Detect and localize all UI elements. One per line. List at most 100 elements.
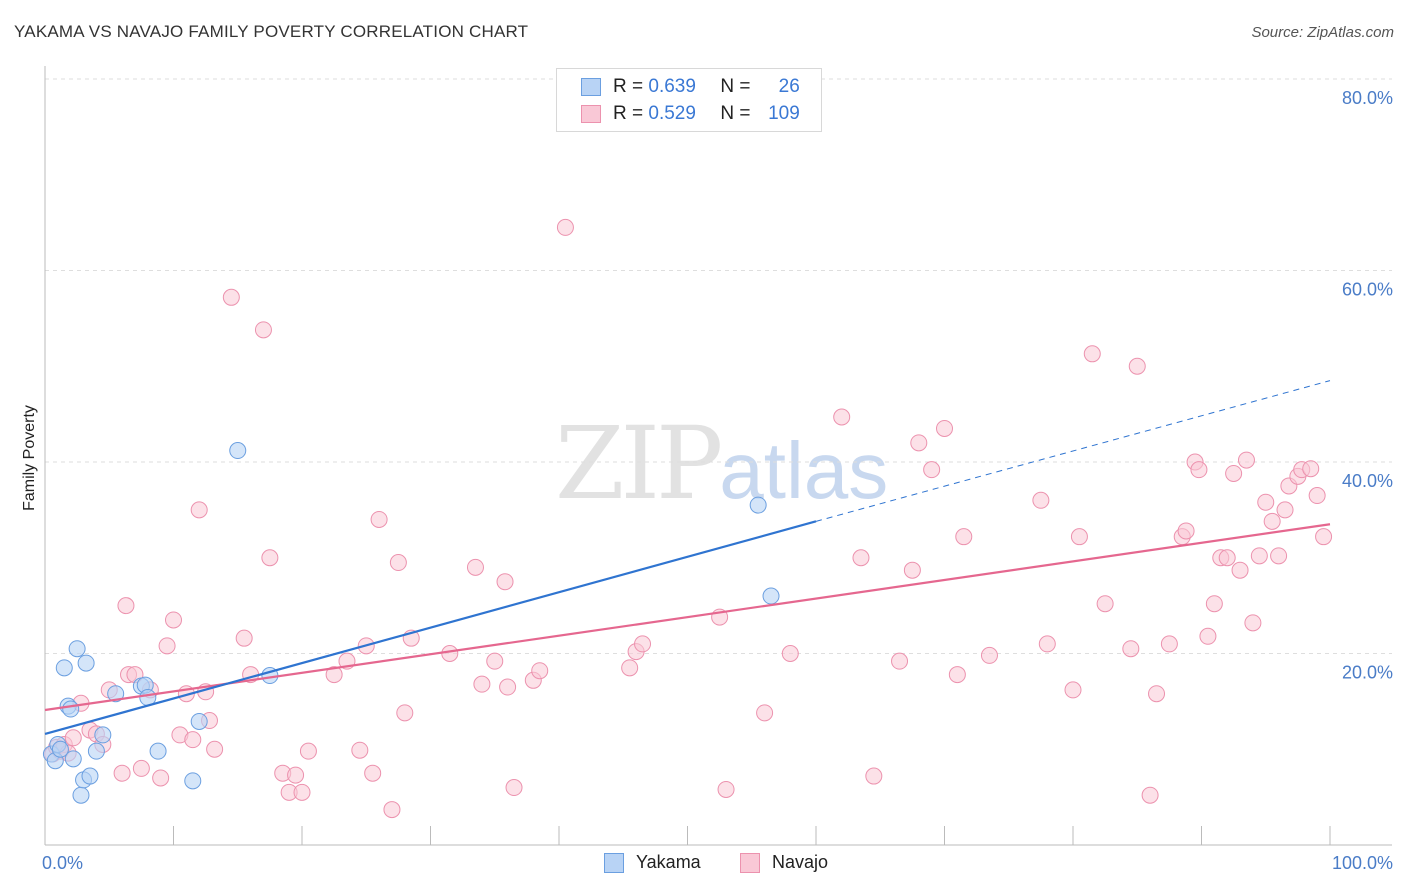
- yakama-point: [762, 587, 780, 605]
- navajo-point: [190, 501, 208, 519]
- navajo-point: [1302, 460, 1320, 478]
- navajo-point: [1225, 464, 1243, 482]
- navajo-point: [473, 675, 491, 693]
- x-tick-label: 0.0%: [42, 853, 83, 873]
- navajo-point: [833, 408, 851, 426]
- navajo-point: [396, 704, 414, 722]
- yakama-point: [77, 654, 95, 672]
- legend-item-yakama[interactable]: Yakama: [604, 852, 701, 873]
- legend-row-navajo: R = 0.529 N = 109: [581, 102, 800, 126]
- x-tick-label: 100.0%: [1332, 853, 1393, 873]
- navajo-point: [287, 766, 305, 784]
- navajo-point: [261, 549, 279, 567]
- navajo-point: [1199, 627, 1217, 645]
- legend-n-value: 109: [768, 103, 800, 124]
- navajo-point: [865, 767, 883, 785]
- navajo-point: [621, 659, 639, 677]
- navajo-point: [293, 783, 311, 801]
- navajo-point: [364, 764, 382, 782]
- navajo-point: [1218, 549, 1236, 567]
- navajo-point: [1270, 547, 1288, 565]
- navajo-point: [222, 288, 240, 306]
- watermark-atlas: atlas: [719, 426, 889, 515]
- navajo-point: [948, 666, 966, 684]
- navajo-point: [1160, 635, 1178, 653]
- navajo-swatch: [581, 105, 601, 123]
- navajo-point: [936, 419, 953, 437]
- yakama-trend-extension: [815, 380, 1331, 522]
- navajo-point: [852, 549, 870, 567]
- navajo-points: [44, 218, 1333, 819]
- navajo-point: [113, 764, 131, 782]
- legend-row-yakama: R = 0.639 N = 26: [581, 75, 800, 99]
- navajo-point: [1190, 461, 1208, 479]
- navajo-point: [499, 678, 517, 696]
- yakama-point: [87, 742, 105, 760]
- yakama-point: [749, 496, 767, 514]
- yakama-point: [55, 659, 73, 677]
- navajo-legend-swatch: [740, 852, 760, 873]
- navajo-point: [717, 780, 735, 798]
- navajo-point: [152, 769, 170, 787]
- yakama-point: [107, 685, 125, 703]
- navajo-point: [1315, 528, 1333, 546]
- navajo-point: [441, 645, 459, 662]
- yakama-point: [149, 742, 167, 760]
- yakama-legend-swatch: [604, 852, 624, 873]
- gridlines: [45, 78, 1392, 654]
- legend-n-label: N =: [720, 103, 751, 124]
- yakama-swatch: [581, 78, 601, 96]
- navajo-point: [1177, 522, 1195, 540]
- navajo-point: [1263, 512, 1281, 530]
- axes: [44, 66, 1392, 846]
- yakama-point: [81, 767, 99, 785]
- navajo-point: [756, 704, 774, 722]
- tick-labels: 20.0% 40.0% 60.0% 80.0% 0.0% 100.0%: [42, 88, 1393, 873]
- navajo-point: [132, 759, 150, 777]
- navajo-point: [1257, 493, 1275, 511]
- navajo-point: [1128, 357, 1146, 375]
- navajo-point: [923, 461, 941, 479]
- navajo-trend-line: [44, 523, 1331, 712]
- navajo-point: [1070, 528, 1088, 546]
- watermark: ZIPatlas: [555, 405, 888, 522]
- yakama-point: [190, 712, 208, 730]
- navajo-point: [980, 646, 998, 664]
- navajo-point: [383, 801, 401, 819]
- y-tick-label: 60.0%: [1342, 280, 1393, 300]
- navajo-point: [389, 554, 407, 572]
- navajo-point: [351, 741, 369, 759]
- navajo-point: [158, 637, 176, 655]
- navajo-point: [1032, 491, 1050, 509]
- navajo-point: [1064, 681, 1082, 699]
- navajo-point: [1276, 501, 1294, 519]
- navajo-point: [1083, 345, 1101, 363]
- legend-r-value: 0.529: [648, 103, 696, 124]
- legend-item-navajo[interactable]: Navajo: [740, 852, 828, 873]
- navajo-point: [891, 652, 909, 670]
- navajo-point: [254, 321, 272, 339]
- navajo-point: [1096, 595, 1114, 613]
- navajo-point: [1308, 487, 1326, 505]
- navajo-point: [1122, 640, 1140, 658]
- yakama-trend-line: [44, 520, 817, 735]
- y-tick-label: 80.0%: [1342, 88, 1393, 108]
- y-axis-label: Family Poverty: [21, 405, 38, 511]
- series-legend: Yakama Navajo: [0, 852, 1406, 878]
- stats-legend: R = 0.639 N = 26 R = 0.529 N = 109: [556, 68, 822, 132]
- yakama-point: [68, 640, 86, 658]
- navajo-point: [206, 740, 224, 758]
- navajo-point: [1148, 685, 1166, 703]
- legend-r-label: R =: [613, 103, 644, 124]
- navajo-point: [1250, 547, 1268, 565]
- y-tick-label: 20.0%: [1342, 663, 1393, 683]
- navajo-point: [634, 635, 652, 653]
- navajo-point: [955, 528, 973, 546]
- navajo-point: [1205, 595, 1223, 613]
- navajo-point: [299, 742, 317, 760]
- yakama-points: [42, 442, 780, 804]
- navajo-point: [1244, 614, 1262, 632]
- navajo-point: [370, 510, 388, 528]
- navajo-point: [556, 218, 574, 236]
